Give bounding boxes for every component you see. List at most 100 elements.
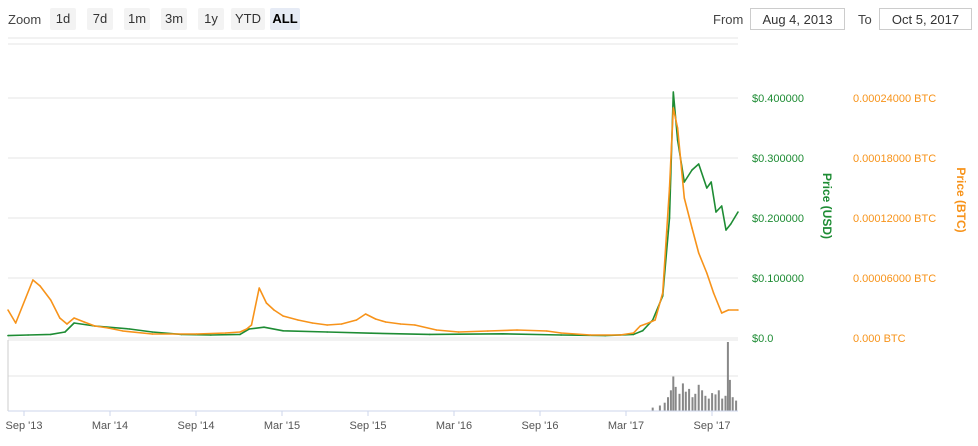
- btc-point: [639, 325, 641, 327]
- usd-point: [7, 334, 9, 337]
- y-btc-tick-label: 0.00012000 BTC: [853, 213, 936, 225]
- volume-bar: [667, 397, 669, 411]
- zoom-1m-button[interactable]: 1m: [124, 8, 150, 30]
- volume-bar: [726, 342, 729, 411]
- to-date-input[interactable]: Oct 5, 2017: [879, 8, 972, 30]
- btc-point: [273, 309, 275, 311]
- usd-point: [73, 322, 75, 324]
- usd-point: [668, 217, 671, 219]
- btc-point: [712, 292, 715, 294]
- y-axis-usd-title: Price (USD): [820, 173, 834, 239]
- grid-lines: [8, 37, 738, 339]
- btc-point: [39, 285, 41, 287]
- btc-point: [94, 325, 96, 327]
- usd-point: [737, 211, 739, 213]
- usd-point: [326, 331, 329, 333]
- zoom-label: Zoom: [8, 12, 42, 27]
- usd-point: [501, 333, 504, 335]
- btc-point: [727, 309, 730, 311]
- btc-point: [224, 332, 227, 334]
- zoom-3m-button[interactable]: 3m: [161, 8, 187, 30]
- volume-bar: [694, 393, 697, 412]
- btc-point: [374, 318, 377, 320]
- x-tick-label: Mar '14: [92, 420, 128, 432]
- volume-bar: [711, 393, 714, 411]
- usd-point: [641, 330, 644, 332]
- zoom-all-button[interactable]: ALL: [270, 8, 300, 30]
- x-tick-label: Mar '16: [436, 420, 472, 432]
- btc-point: [720, 312, 723, 314]
- btc-point: [250, 324, 253, 326]
- usd-point: [248, 328, 250, 330]
- x-tick-label: Sep '15: [350, 420, 387, 432]
- usd-point: [128, 328, 131, 330]
- btc-point: [151, 333, 154, 335]
- volume-bar: [717, 390, 720, 411]
- range-selector-toolbar: Zoom 1d 7d 1m 3m 1y YTD ALL From Aug 4, …: [0, 0, 978, 40]
- volume-bar: [658, 405, 661, 411]
- btc-point: [49, 299, 52, 301]
- usd-point: [27, 334, 29, 336]
- y-axis-usd: $0.0 $0.100000 $0.200000 $0.300000 $0.400000: [752, 93, 804, 345]
- from-date-input[interactable]: Aug 4, 2013: [750, 8, 845, 30]
- x-tick-label: Mar '17: [608, 420, 644, 432]
- btc-point: [364, 313, 367, 315]
- volume-bar: [701, 390, 704, 411]
- usd-point: [49, 333, 52, 336]
- usd-point: [210, 334, 212, 336]
- x-axis: Sep '13 Mar '14 Sep '14 Mar '15 Sep '15 Mar '…: [6, 410, 738, 432]
- volume-bar: [731, 397, 734, 411]
- volume-bar: [704, 395, 707, 411]
- usd-point: [710, 181, 712, 183]
- btc-point: [73, 317, 75, 319]
- usd-point: [691, 169, 693, 171]
- btc-point: [546, 330, 548, 332]
- btc-point: [14, 322, 17, 324]
- volume-bar: [728, 379, 731, 411]
- btc-point: [691, 227, 693, 229]
- btc-point: [697, 252, 700, 254]
- usd-point: [720, 205, 723, 207]
- btc-point: [7, 309, 9, 311]
- volume-grid-lines: [7, 339, 738, 412]
- y-usd-tick-label: $0.100000: [752, 273, 804, 285]
- y-usd-tick-label: $0.400000: [752, 93, 804, 105]
- zoom-1y-button[interactable]: 1y: [198, 8, 224, 30]
- usd-point: [64, 331, 66, 333]
- btc-point: [683, 197, 686, 199]
- usd-point: [706, 187, 708, 189]
- usd-point: [151, 331, 154, 333]
- volume-bar: [697, 384, 700, 411]
- zoom-1d-button[interactable]: 1d: [50, 8, 76, 30]
- y-btc-tick-label: 0.00006000 BTC: [853, 273, 936, 285]
- volume-bar: [714, 394, 717, 411]
- usd-point: [632, 333, 635, 336]
- volume-bar: [663, 402, 666, 411]
- usd-point: [725, 229, 727, 231]
- x-tick-label: Mar '15: [264, 420, 300, 432]
- btc-point: [487, 330, 489, 332]
- y-usd-tick-label: $0.0: [752, 333, 773, 345]
- volume-bar: [735, 400, 738, 411]
- btc-point: [355, 319, 358, 321]
- btc-point: [32, 279, 34, 281]
- volume-bar: [669, 390, 672, 411]
- btc-point: [737, 309, 739, 311]
- btc-point: [265, 302, 268, 304]
- btc-point: [399, 323, 402, 325]
- zoom-7d-button[interactable]: 7d: [87, 8, 113, 30]
- y-axis-btc-title: Price (BTC): [954, 167, 968, 232]
- btc-point: [672, 107, 675, 109]
- y-btc-tick-label: 0.00024000 BTC: [853, 93, 936, 105]
- x-tick-label: Sep '16: [522, 420, 559, 432]
- series-line-btc: [7, 107, 738, 336]
- volume-bar: [707, 398, 710, 411]
- from-label: From: [713, 12, 744, 27]
- usd-point: [672, 91, 675, 93]
- series-line-usd: [7, 91, 739, 337]
- zoom-ytd-button[interactable]: YTD: [231, 8, 265, 30]
- volume-bar: [688, 388, 691, 411]
- btc-point: [414, 324, 416, 326]
- btc-point: [619, 334, 621, 336]
